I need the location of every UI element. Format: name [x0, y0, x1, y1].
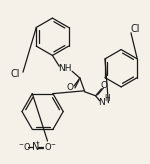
Text: Cl: Cl [10, 69, 20, 79]
Text: O: O [101, 82, 108, 90]
Text: NH: NH [58, 64, 72, 73]
Text: O: O [67, 83, 74, 92]
Text: $\mathregular{{}^{-}O}$: $\mathregular{{}^{-}O}$ [18, 141, 32, 152]
Text: N: N [98, 98, 105, 107]
Text: Cl: Cl [130, 24, 140, 34]
Text: N: N [32, 142, 39, 152]
Text: +: + [34, 140, 39, 145]
Text: H: H [105, 94, 110, 103]
Text: O$\mathregular{{}^{-}}$: O$\mathregular{{}^{-}}$ [44, 141, 57, 152]
